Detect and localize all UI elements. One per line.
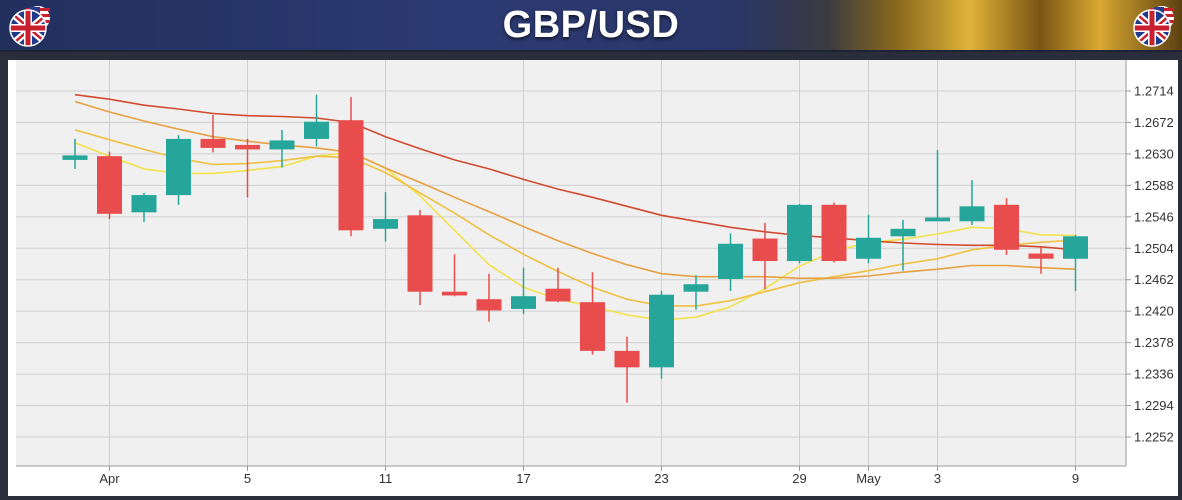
candle-body	[442, 291, 467, 296]
x-tick-label: 11	[379, 471, 393, 486]
uk-us-flag-icon	[1133, 6, 1174, 47]
candle-body	[304, 121, 329, 139]
moving-average-line	[74, 100, 1076, 279]
candle-body	[235, 144, 260, 150]
plot-area	[16, 60, 1126, 466]
candle-body	[649, 294, 674, 368]
candle-body	[1063, 236, 1088, 259]
page-title: GBP/USD	[502, 4, 680, 46]
candle-body	[683, 284, 709, 292]
y-tick-label: 1.2504	[1134, 241, 1174, 256]
candle-body	[856, 237, 881, 259]
candle-body	[97, 156, 122, 214]
candle-body	[752, 238, 778, 262]
y-tick-label: 1.2672	[1134, 115, 1174, 130]
candle-body	[338, 120, 364, 231]
candle-body	[166, 138, 191, 196]
candle-body	[62, 155, 88, 160]
candle-body	[718, 243, 743, 279]
y-tick-label: 1.2252	[1134, 430, 1174, 445]
candle-body	[614, 350, 640, 368]
moving-average-line	[74, 141, 1076, 322]
candle-body	[373, 219, 398, 229]
x-tick-label: 9	[1072, 471, 1079, 486]
x-tick-label: 29	[792, 471, 806, 486]
candle-body	[476, 299, 502, 311]
candle-body	[580, 302, 605, 351]
candle-body	[890, 228, 916, 237]
x-tick-label: May	[856, 471, 881, 486]
y-tick-label: 1.2630	[1134, 146, 1174, 161]
x-tick-label: 23	[654, 471, 668, 486]
candle-body	[1028, 253, 1054, 259]
candle-body	[821, 204, 847, 262]
candlestick-chart: 1.2714 1.2672 1.2630 1.2588 1.2546 1.2504 1.24…	[16, 60, 1174, 486]
y-tick-label: 1.2588	[1134, 178, 1174, 193]
candle-body	[269, 140, 295, 150]
y-tick-label: 1.2546	[1134, 209, 1174, 224]
moving-average-line	[74, 93, 1076, 251]
chart-panel: 1.2714 1.2672 1.2630 1.2588 1.2546 1.2504 1.24…	[8, 60, 1178, 496]
header-banner: GBP/USD	[0, 0, 1182, 50]
candle-body	[200, 138, 226, 148]
candle-body	[407, 215, 433, 292]
y-tick-label: 1.2462	[1134, 272, 1174, 287]
moving-average-line	[74, 129, 1076, 307]
candle-body	[131, 195, 157, 213]
candle-body	[925, 217, 950, 222]
y-tick-label: 1.2420	[1134, 304, 1174, 319]
candle-body	[959, 206, 985, 222]
candle-body	[545, 288, 571, 302]
x-tick-label: 17	[516, 471, 530, 486]
y-tick-label: 1.2714	[1134, 84, 1174, 99]
y-tick-label: 1.2378	[1134, 335, 1174, 350]
candle-body	[511, 296, 536, 309]
y-tick-label: 1.2294	[1134, 398, 1174, 413]
y-tick-label: 1.2336	[1134, 367, 1174, 382]
uk-us-flag-icon	[9, 6, 50, 47]
x-tick-label: 5	[244, 471, 251, 486]
candle-body	[787, 204, 812, 262]
x-tick-label: Apr	[99, 471, 120, 486]
candle-body	[994, 204, 1019, 250]
x-tick-label: 3	[934, 471, 941, 486]
